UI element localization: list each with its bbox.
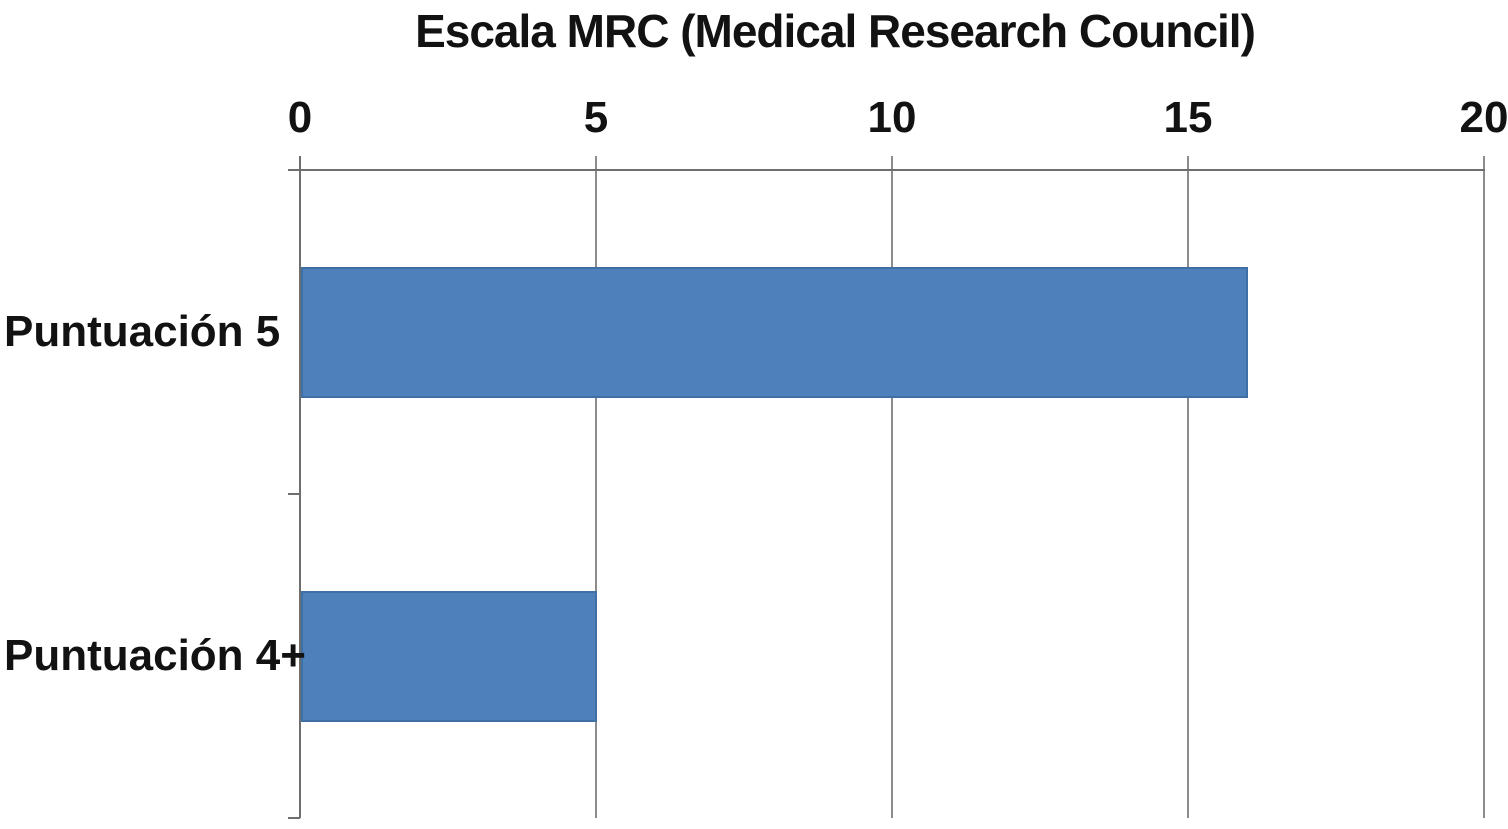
category-axis-line <box>299 156 301 818</box>
x-axis-tick-label: 20 <box>1459 93 1508 142</box>
category-label: Puntuación 5 <box>4 307 281 356</box>
category-label: Puntuación 4+ <box>4 631 306 680</box>
category-axis-tick <box>288 817 300 819</box>
value-axis-line <box>288 169 1485 171</box>
gridline <box>595 156 597 818</box>
x-axis-tick-label: 10 <box>867 93 917 142</box>
category-axis-tick <box>288 493 300 495</box>
bar <box>301 267 1248 398</box>
x-axis-tick-label: 15 <box>1163 93 1213 142</box>
gridline <box>1187 156 1189 818</box>
gridline <box>1483 156 1485 818</box>
gridline <box>891 156 893 818</box>
bar <box>301 591 597 722</box>
chart-title: Escala MRC (Medical Research Council) <box>415 5 1256 57</box>
x-axis-tick-label: 0 <box>287 93 313 142</box>
x-axis-tick-label: 5 <box>583 93 609 142</box>
